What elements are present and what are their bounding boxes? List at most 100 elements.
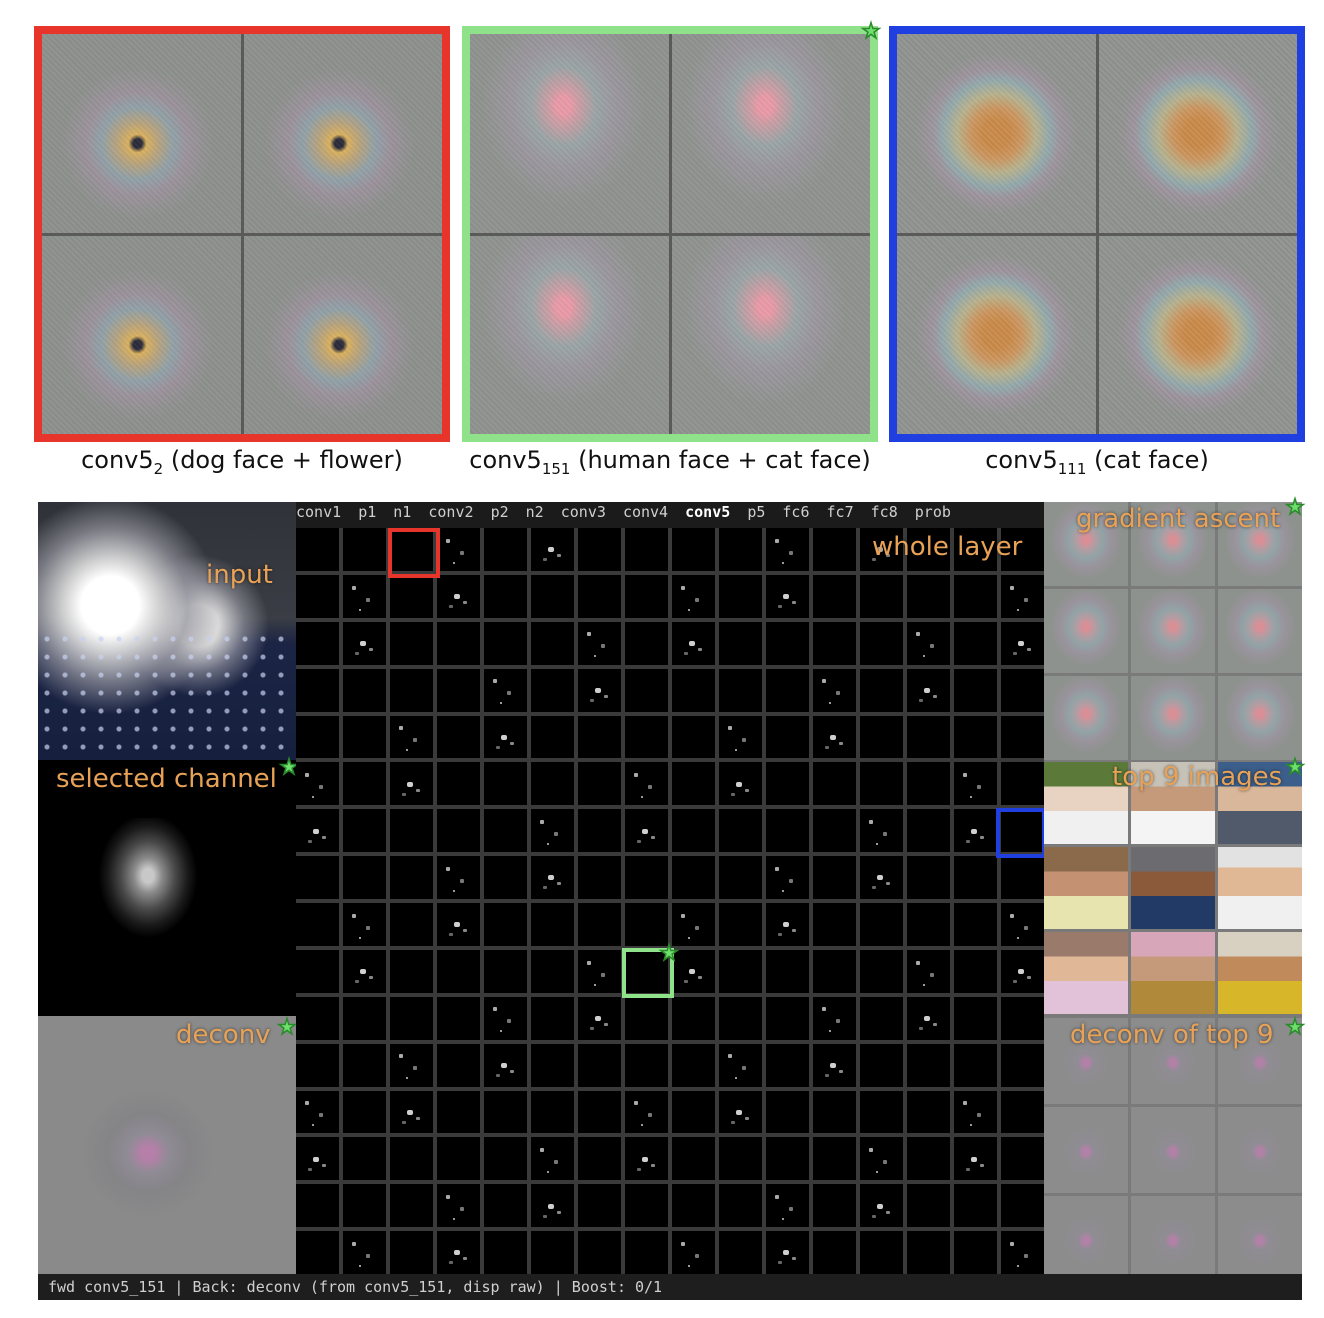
channel-cell[interactable] (672, 903, 715, 946)
channel-cell[interactable] (907, 1137, 950, 1181)
channel-cell[interactable] (672, 621, 715, 665)
channel-cell[interactable] (860, 856, 903, 899)
tab-conv3[interactable]: conv3 (560, 503, 606, 521)
channel-cell[interactable] (437, 762, 480, 806)
channel-cell[interactable] (719, 1231, 762, 1274)
channel-cell[interactable] (954, 1137, 997, 1181)
channel-cell[interactable] (390, 856, 433, 899)
channel-cell[interactable] (578, 809, 621, 853)
channel-cell[interactable] (437, 996, 480, 1040)
channel-cell[interactable] (766, 856, 809, 899)
channel-cell[interactable] (578, 621, 621, 665)
channel-cell[interactable] (907, 856, 950, 899)
channel-cell[interactable] (1001, 903, 1044, 946)
channel-cell[interactable] (1001, 949, 1044, 993)
channel-cell[interactable] (719, 574, 762, 618)
channel-cell[interactable] (719, 1043, 762, 1087)
channel-cell[interactable] (813, 715, 856, 759)
channel-cell[interactable] (672, 1043, 715, 1087)
channel-cell[interactable] (860, 1137, 903, 1181)
channel-cell[interactable] (1001, 1184, 1044, 1228)
channel-cell[interactable] (766, 949, 809, 993)
channel-cell[interactable] (343, 809, 386, 853)
channel-cell[interactable] (954, 528, 997, 571)
channel-cell[interactable] (390, 621, 433, 665)
channel-cell[interactable] (813, 668, 856, 712)
channel-cell[interactable] (296, 1043, 339, 1087)
channel-cell[interactable] (343, 715, 386, 759)
channel-cell[interactable] (531, 1184, 574, 1228)
channel-cell[interactable] (390, 1090, 433, 1134)
channel-cell[interactable] (343, 1137, 386, 1181)
channel-cell[interactable] (390, 949, 433, 993)
channel-cell[interactable] (578, 762, 621, 806)
channel-cell[interactable] (954, 1043, 997, 1087)
channel-cell[interactable] (719, 1090, 762, 1134)
channel-cell[interactable] (578, 1043, 621, 1087)
channel-cell[interactable] (390, 668, 433, 712)
channel-cell[interactable] (954, 1184, 997, 1228)
channel-cell[interactable] (860, 1090, 903, 1134)
channel-cell[interactable] (437, 574, 480, 618)
channel-cell[interactable] (484, 1231, 527, 1274)
channel-cell[interactable] (813, 574, 856, 618)
channel-cell[interactable] (437, 809, 480, 853)
channel-cell[interactable] (766, 809, 809, 853)
tab-fc8[interactable]: fc8 (870, 503, 898, 521)
tab-p5[interactable]: p5 (747, 503, 766, 521)
channel-cell[interactable] (390, 1137, 433, 1181)
channel-cell[interactable] (719, 903, 762, 946)
channel-cell[interactable] (578, 1184, 621, 1228)
channel-cell[interactable] (296, 1184, 339, 1228)
channel-cell[interactable] (578, 996, 621, 1040)
channel-cell[interactable] (578, 528, 621, 571)
channel-cell[interactable] (578, 1231, 621, 1274)
channel-cell[interactable] (719, 1137, 762, 1181)
channel-cell[interactable] (766, 1184, 809, 1228)
tab-fc6[interactable]: fc6 (782, 503, 810, 521)
channel-cell[interactable] (860, 621, 903, 665)
channel-cell[interactable] (625, 809, 668, 853)
channel-cell[interactable] (531, 1231, 574, 1274)
channel-cell[interactable] (672, 574, 715, 618)
channel-cell[interactable] (343, 903, 386, 946)
highlight-green-channel[interactable] (622, 948, 674, 998)
channel-cell[interactable] (343, 1231, 386, 1274)
channel-cell[interactable] (531, 856, 574, 899)
channel-cell[interactable] (625, 1137, 668, 1181)
channel-cell[interactable] (766, 1043, 809, 1087)
channel-cell[interactable] (437, 621, 480, 665)
channel-cell[interactable] (531, 621, 574, 665)
channel-cell[interactable] (907, 1184, 950, 1228)
channel-cell[interactable] (296, 1090, 339, 1134)
channel-cell[interactable] (766, 574, 809, 618)
channel-cell[interactable] (625, 762, 668, 806)
channel-cell[interactable] (578, 574, 621, 618)
channel-cell[interactable] (766, 621, 809, 665)
channel-cell[interactable] (719, 1184, 762, 1228)
channel-cell[interactable] (813, 1043, 856, 1087)
channel-cell[interactable] (343, 1184, 386, 1228)
channel-cell[interactable] (484, 1090, 527, 1134)
channel-cell[interactable] (437, 903, 480, 946)
channel-cell[interactable] (578, 1090, 621, 1134)
tab-conv5[interactable]: conv5 (685, 503, 731, 521)
channel-cell[interactable] (672, 1137, 715, 1181)
channel-cell[interactable] (343, 1043, 386, 1087)
channel-cell[interactable] (907, 668, 950, 712)
channel-cell[interactable] (954, 809, 997, 853)
channel-cell[interactable] (672, 762, 715, 806)
channel-cell[interactable] (390, 528, 433, 571)
tab-p2[interactable]: p2 (490, 503, 509, 521)
channel-cell[interactable] (625, 949, 668, 993)
channel-cell[interactable] (484, 1043, 527, 1087)
channel-cell[interactable] (860, 903, 903, 946)
channel-cell[interactable] (672, 1231, 715, 1274)
tab-conv2[interactable]: conv2 (428, 503, 474, 521)
channel-cell[interactable] (719, 528, 762, 571)
channel-cell[interactable] (672, 1090, 715, 1134)
channel-cell[interactable] (343, 574, 386, 618)
channel-cell[interactable] (625, 574, 668, 618)
channel-cell[interactable] (907, 574, 950, 618)
channel-cell[interactable] (954, 762, 997, 806)
